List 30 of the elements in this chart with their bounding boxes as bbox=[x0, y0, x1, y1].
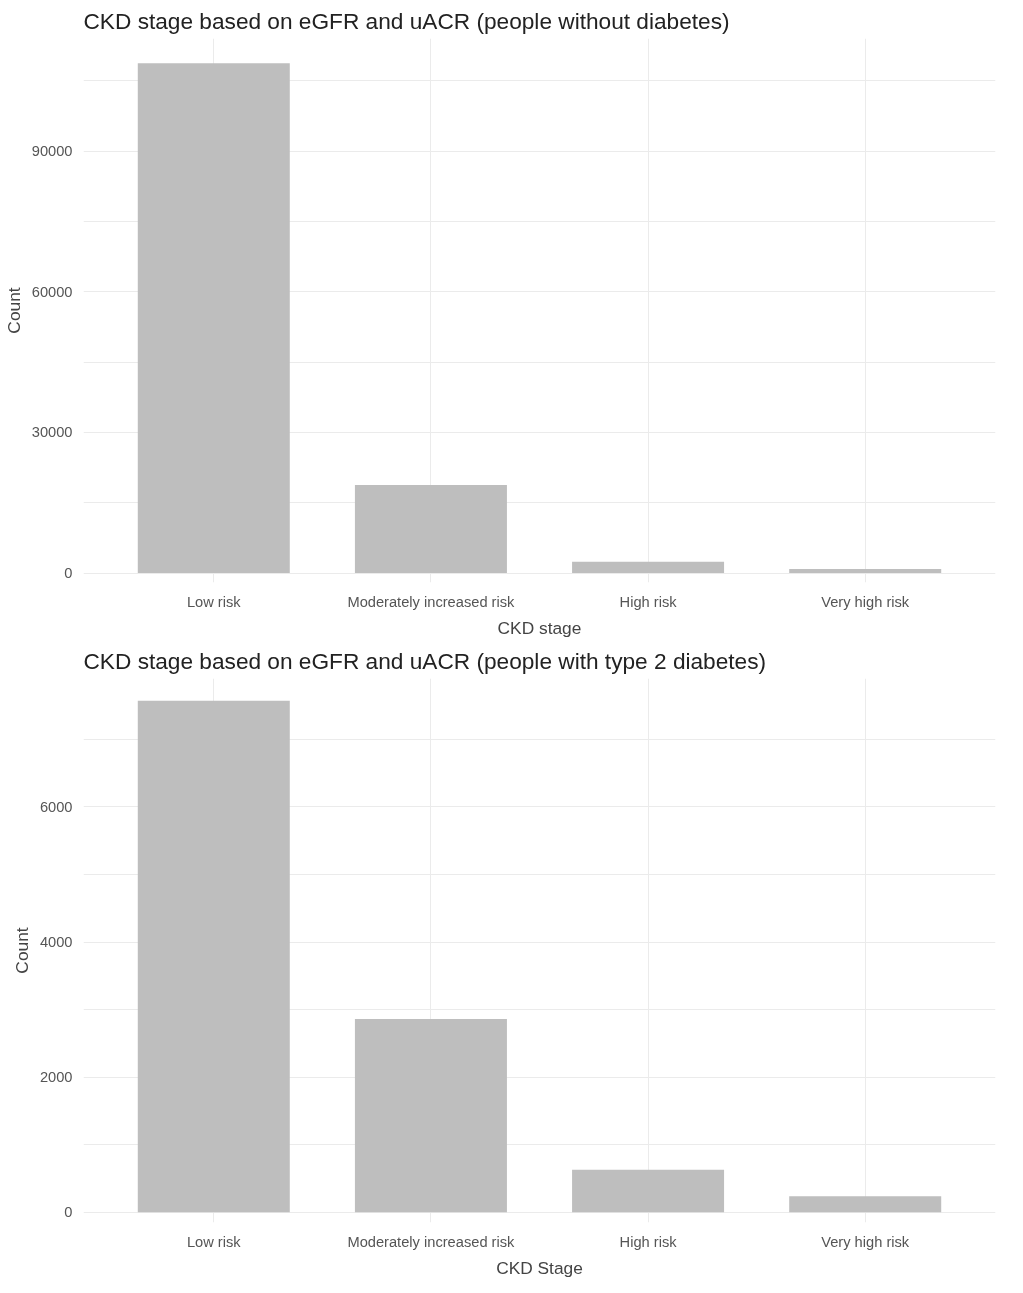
bar bbox=[137, 63, 290, 574]
x-axis-title: CKD Stage bbox=[496, 1257, 583, 1278]
y-tick-label: 60000 bbox=[31, 283, 73, 300]
bar bbox=[354, 484, 507, 574]
x-tick-label: Low risk bbox=[186, 593, 242, 610]
y-tick-label: 4000 bbox=[39, 934, 73, 951]
y-axis-title: Count bbox=[3, 287, 24, 334]
y-tick-label: 0 bbox=[64, 1204, 73, 1221]
y-tick-label: 6000 bbox=[39, 798, 73, 815]
bar bbox=[572, 1169, 725, 1213]
bar bbox=[354, 1019, 507, 1213]
x-axis-title: CKD stage bbox=[497, 617, 582, 638]
bar bbox=[137, 700, 290, 1213]
bar bbox=[789, 568, 942, 574]
chart-title: CKD stage based on eGFR and uACR (people with type 2 diabetes) bbox=[83, 647, 767, 674]
bar bbox=[789, 1196, 942, 1213]
x-tick-label: Very high risk bbox=[821, 1233, 910, 1250]
y-axis-title: Count bbox=[11, 927, 32, 974]
y-tick-label: 30000 bbox=[31, 424, 73, 441]
x-tick-label: Moderately increased risk bbox=[347, 1233, 516, 1250]
x-tick-label: High risk bbox=[619, 593, 678, 610]
x-tick-label: Very high risk bbox=[821, 593, 910, 610]
x-tick-label: Moderately increased risk bbox=[347, 593, 516, 610]
chart-title: CKD stage based on eGFR and uACR (people without diabetes) bbox=[83, 7, 730, 34]
y-tick-label: 90000 bbox=[31, 143, 73, 160]
y-tick-label: 2000 bbox=[39, 1069, 73, 1086]
y-tick-label: 0 bbox=[64, 565, 73, 582]
x-tick-label: Low risk bbox=[186, 1233, 242, 1250]
bar bbox=[572, 561, 725, 574]
x-tick-label: High risk bbox=[619, 1233, 678, 1250]
